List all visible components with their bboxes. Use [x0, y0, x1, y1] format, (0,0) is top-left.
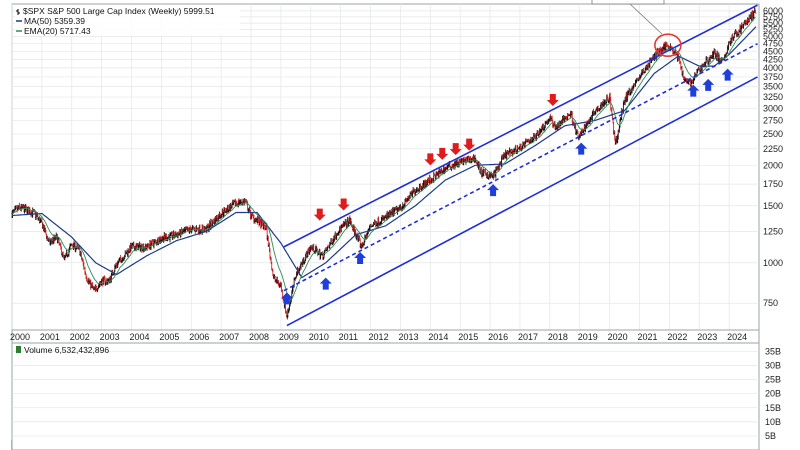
price-panel	[11, 3, 760, 331]
price-bars	[11, 7, 757, 320]
